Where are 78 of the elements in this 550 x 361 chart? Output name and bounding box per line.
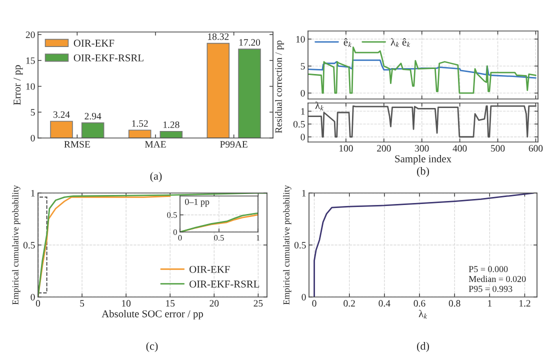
x-tick-label: 100 (340, 145, 353, 152)
y-tick-label: 0 (302, 294, 306, 300)
x-tick-label: 0 (178, 235, 182, 241)
bar (128, 130, 152, 138)
x-tick-label: 25 (254, 300, 263, 307)
x-tick-label: 1 (488, 300, 492, 307)
annotation: P5 = 0.000 (468, 266, 508, 272)
x-tick-label: MAE (144, 141, 166, 148)
x-tick-label: 0.5 (214, 235, 224, 241)
y-tick-label: 5 (30, 109, 35, 116)
data-label: 3.24 (53, 111, 70, 118)
bar (238, 48, 261, 138)
x-tick-label: 400 (452, 145, 467, 152)
bar (160, 130, 183, 138)
y-tick-label: 5 (300, 63, 305, 70)
line-series (314, 193, 534, 297)
data-label: 1.52 (132, 120, 148, 127)
x-tick-label: 200 (377, 145, 391, 152)
y-tick-label: 0.5 (294, 242, 306, 249)
legend-label: OIR-EKF-RSRL (74, 54, 144, 62)
x-tick-label: 0.2 (344, 300, 355, 307)
x-tick-label: 20 (210, 300, 219, 307)
y-axis-title: Error / pp (14, 65, 23, 105)
y-axis-title: Empirical cumulative probability (12, 185, 20, 305)
y-tick-label: 0.5 (293, 120, 305, 128)
text: (b) (417, 166, 429, 178)
x-tick-label: 600 (528, 145, 543, 152)
x-tick-label: 5 (80, 300, 84, 307)
y-tick-label: 0 (30, 134, 35, 142)
y-tick-label: 1 (302, 190, 306, 196)
annotation: 0–1 pp (185, 198, 210, 207)
data-label: 1.28 (164, 121, 180, 128)
x-tick-label: 1 (256, 235, 260, 241)
y-axis-title: λ$_{k}$ (315, 102, 324, 110)
line-series (308, 59, 536, 79)
y-axis-title: Empirical cumulative probability (283, 185, 292, 305)
line-series (308, 46, 536, 94)
x-tick-label: 0.6 (414, 300, 426, 307)
data-label: 17.20 (239, 39, 260, 46)
annotation: Median = 0.020 (468, 276, 526, 282)
y-tick-label: 0 (30, 294, 35, 300)
y-tick-label: 10 (296, 36, 305, 43)
x-tick-label: 10 (122, 300, 131, 307)
text: (c) (146, 342, 158, 352)
y-axis-title: Residual correction / pp (275, 40, 284, 134)
x-axis-title: Sample index (395, 154, 452, 164)
y-tick-label: 0 (300, 90, 305, 97)
x-tick-label: 0 (312, 300, 316, 307)
x-axis-title: Absolute SOC error / pp (102, 310, 204, 320)
text: (d) (417, 342, 429, 352)
bar (50, 120, 73, 138)
bar (206, 42, 230, 138)
legend-label: OIR-EKF (190, 266, 230, 273)
bar (81, 122, 104, 138)
text: (a) (150, 172, 162, 182)
annotation: P95 = 0.993 (468, 286, 512, 292)
y-tick-label: 10 (26, 83, 35, 90)
x-tick-label: 0 (36, 300, 40, 307)
y-tick-label: 0.5 (23, 242, 35, 249)
y-tick-label: 0 (300, 134, 305, 140)
x-tick-label: 0.4 (378, 300, 390, 307)
legend-label: λ$_{k}$ ê$_{k}$ (390, 38, 410, 47)
y-tick-label: 1 (301, 108, 305, 115)
x-axis-title: λ$_{k}$ (418, 310, 428, 319)
x-tick-label: 300 (415, 145, 429, 152)
x-tick-label: 1.2 (520, 300, 530, 307)
legend-label: ê$_{k}$ (344, 38, 352, 47)
x-tick-label: P99AE (220, 141, 248, 148)
x-tick-label: 0.8 (448, 300, 460, 307)
data-label: 2.94 (84, 112, 102, 120)
y-tick-label: 15 (26, 57, 35, 64)
y-tick-label: 20 (26, 31, 35, 38)
x-tick-label: RMSE (64, 141, 90, 148)
y-tick-label: 1 (31, 190, 35, 196)
legend-label: OIR-EKF (74, 40, 114, 47)
legend-label: OIR-EKF-RSRL (190, 280, 260, 288)
data-label: 18.32 (208, 33, 229, 40)
x-tick-label: 500 (491, 145, 505, 152)
